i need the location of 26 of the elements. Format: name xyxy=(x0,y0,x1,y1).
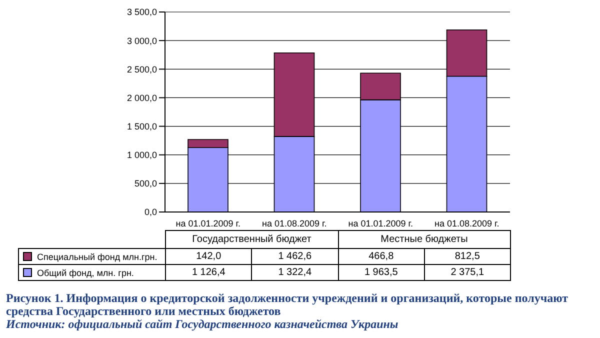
text: Источник: официальный сайт Государственного казначейства Украины xyxy=(6,317,400,331)
y-tick-label: 1 000,0 xyxy=(126,150,157,160)
x-tick-label: на 01.01.2009 г. xyxy=(176,218,240,228)
data-label: 1 462,6 xyxy=(251,248,338,265)
data-label: 1 963,5 xyxy=(338,264,425,281)
legend-label: Специальный фонд млн.грн. xyxy=(18,248,166,265)
y-tick-label: 2 500,0 xyxy=(126,64,157,74)
x-tick-label: на 01.08.2009 г. xyxy=(262,218,327,228)
y-tick-label: 1 500,0 xyxy=(126,121,157,132)
data-label: 466,8 xyxy=(338,248,425,265)
y-tick-label: 3 000,0 xyxy=(126,36,157,46)
x-tick-label: на 01.08.2009 г. xyxy=(434,218,500,228)
x-tick-label: на 01.01.2009 г. xyxy=(348,218,413,228)
data-label: 142,0 xyxy=(165,248,252,265)
data-label: 812,5 xyxy=(424,248,511,265)
y-tick-label: 500,0 xyxy=(134,178,157,189)
legend-label: Общий фонд, млн. грн. xyxy=(18,264,166,281)
text: Рисунок 1. Информация о кредиторской задолженности учреждений и организаций, которые получают средства Государственного или местных бюджетов xyxy=(6,291,570,318)
y-tick-label: 0,0 xyxy=(144,207,157,218)
data-label: 1 126,4 xyxy=(165,264,252,281)
text: Местные бюджеты xyxy=(338,230,511,249)
y-tick-label: 2 000,0 xyxy=(126,92,157,103)
data-label: 1 322,4 xyxy=(251,264,338,281)
data-label: 2 375,1 xyxy=(424,264,511,281)
text: Государственный бюджет xyxy=(165,230,338,249)
y-tick-label: 3 500,0 xyxy=(126,7,157,18)
